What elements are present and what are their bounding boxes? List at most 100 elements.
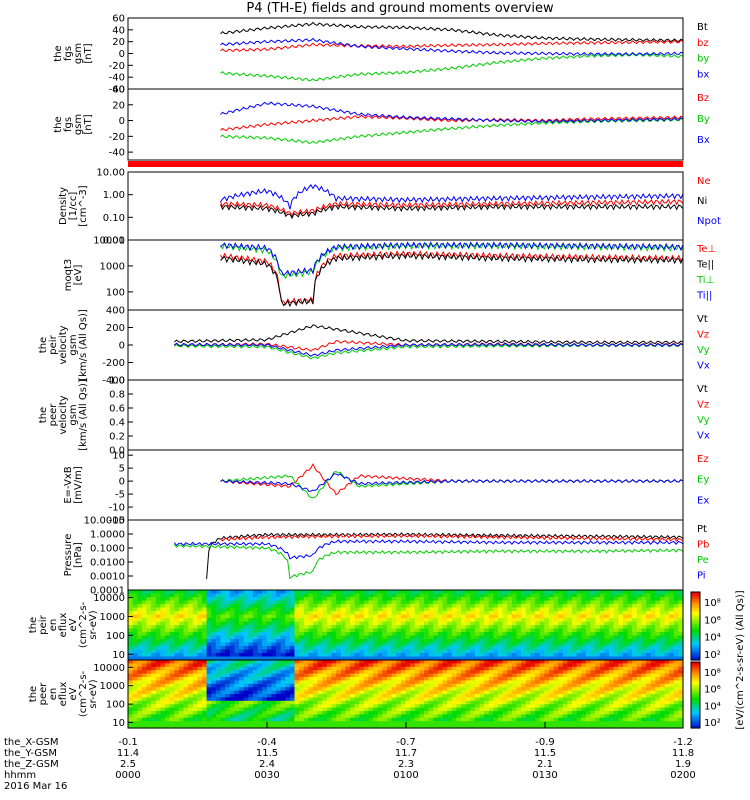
spectrogram-cell	[271, 670, 277, 675]
spectrogram-cell	[424, 600, 430, 605]
spectrogram-cell	[382, 714, 388, 719]
spectrogram-cell	[303, 656, 309, 661]
spectrogram-cell	[419, 632, 425, 637]
spectrogram-cell	[428, 660, 434, 664]
spectrogram-cell	[627, 683, 633, 688]
spectrogram-cell	[465, 639, 471, 644]
spectrogram-cell	[604, 714, 610, 719]
spectrogram-cell	[340, 697, 346, 702]
spectrogram-cell	[243, 704, 249, 709]
spectrogram-cell	[387, 646, 393, 651]
spectrogram-cell	[359, 639, 365, 644]
spectrogram-cell	[359, 697, 365, 702]
spectrogram-cell	[382, 604, 388, 609]
spectrogram-cell	[479, 700, 485, 705]
y-axis-label: [nPa]	[73, 542, 84, 568]
spectrogram-cell	[484, 656, 490, 661]
spectrogram-cell	[276, 656, 282, 661]
spectrogram-cell	[553, 649, 559, 654]
spectrogram-cell	[641, 677, 647, 681]
spectrogram-cell	[317, 642, 323, 647]
spectrogram-cell	[484, 614, 490, 619]
spectrogram-cell	[442, 607, 448, 612]
spectrogram-cell	[488, 635, 494, 640]
spectrogram-cell	[308, 724, 314, 729]
spectrogram-cell	[488, 704, 494, 709]
spectrogram-cell	[599, 660, 605, 664]
spectrogram-cell	[539, 614, 545, 619]
spectrogram-cell	[664, 663, 670, 668]
y-axis-label: [nT]	[83, 114, 94, 134]
spectrogram-cell	[424, 673, 430, 678]
spectrogram-cell	[498, 635, 504, 640]
spectrogram-cell	[576, 607, 582, 612]
spectrogram-cell	[585, 646, 592, 651]
spectrogram-cell	[387, 724, 393, 729]
spectrogram-cell	[165, 714, 171, 719]
y-tick-label: 20	[112, 37, 125, 48]
spectrogram-cell	[155, 673, 161, 678]
spectrogram-cell	[266, 618, 272, 623]
spectrogram-cell	[368, 690, 374, 695]
spectrogram-cell	[655, 614, 661, 619]
spectrogram-cell	[405, 670, 411, 675]
y-tick-label: -200	[102, 358, 125, 369]
spectrogram-cell	[313, 704, 319, 709]
spectrogram-cell	[618, 607, 624, 612]
spectrogram-cell	[400, 670, 407, 675]
spectrogram-cell	[317, 721, 323, 726]
spectrogram-cell	[211, 621, 217, 626]
spectrogram-cell	[655, 611, 661, 616]
spectrogram-cell	[155, 677, 161, 681]
spectrogram-cell	[368, 704, 374, 709]
spectrogram-cell	[317, 621, 323, 626]
spectrogram-cell	[141, 600, 148, 605]
spectrogram-cell	[562, 711, 568, 715]
spectrogram-cell	[317, 600, 323, 605]
spectrogram-cell	[326, 707, 333, 712]
spectrogram-cell	[303, 649, 309, 654]
spectrogram-cell	[211, 635, 217, 640]
spectrogram-cell	[215, 690, 222, 695]
spectrogram-cell	[558, 724, 564, 729]
spectrogram-cell	[243, 646, 249, 651]
spectrogram-cell	[350, 700, 356, 705]
spectrogram-cell	[622, 593, 629, 598]
spectrogram-cell	[641, 697, 647, 702]
spectrogram-cell	[553, 717, 559, 722]
spectrogram-cell	[340, 642, 346, 647]
spectrogram-cell	[313, 614, 319, 619]
spectrogram-cell	[535, 646, 541, 651]
spectrogram-cell	[151, 707, 157, 712]
spectrogram-cell	[410, 593, 416, 598]
spectrogram-cell	[641, 635, 647, 640]
spectrogram-cell	[474, 635, 481, 640]
spectrogram-cell	[155, 590, 161, 595]
spectrogram-cell	[590, 604, 596, 609]
spectrogram-cell	[229, 714, 235, 719]
spectrogram-cell	[424, 663, 430, 668]
spectrogram-cell	[604, 635, 610, 640]
spectrogram-cell	[562, 600, 568, 605]
spectrogram-cell	[336, 717, 342, 722]
spectrogram-cell	[396, 663, 402, 668]
series-Pe	[173, 543, 684, 580]
spectrogram-cell	[456, 625, 462, 630]
spectrogram-cell	[280, 600, 286, 605]
spectrogram-cell	[280, 614, 286, 619]
legend-Ex: Ex	[697, 495, 709, 506]
spectrogram-cell	[484, 717, 490, 722]
spectrogram-cell	[544, 621, 550, 626]
spectrogram-cell	[530, 618, 536, 623]
spectrogram-cell	[308, 600, 314, 605]
spectrogram-cell	[484, 653, 490, 658]
spectrogram-cell	[271, 663, 277, 668]
spectrogram-cell	[507, 673, 513, 678]
spectrogram-cell	[567, 625, 573, 630]
spectrogram-cell	[354, 697, 360, 702]
spectrogram-cell	[155, 687, 161, 692]
spectrogram-cell	[581, 618, 587, 623]
spectrogram-cell	[530, 649, 536, 654]
spectrogram-cell	[192, 660, 198, 664]
spectrogram-cell	[188, 656, 194, 661]
